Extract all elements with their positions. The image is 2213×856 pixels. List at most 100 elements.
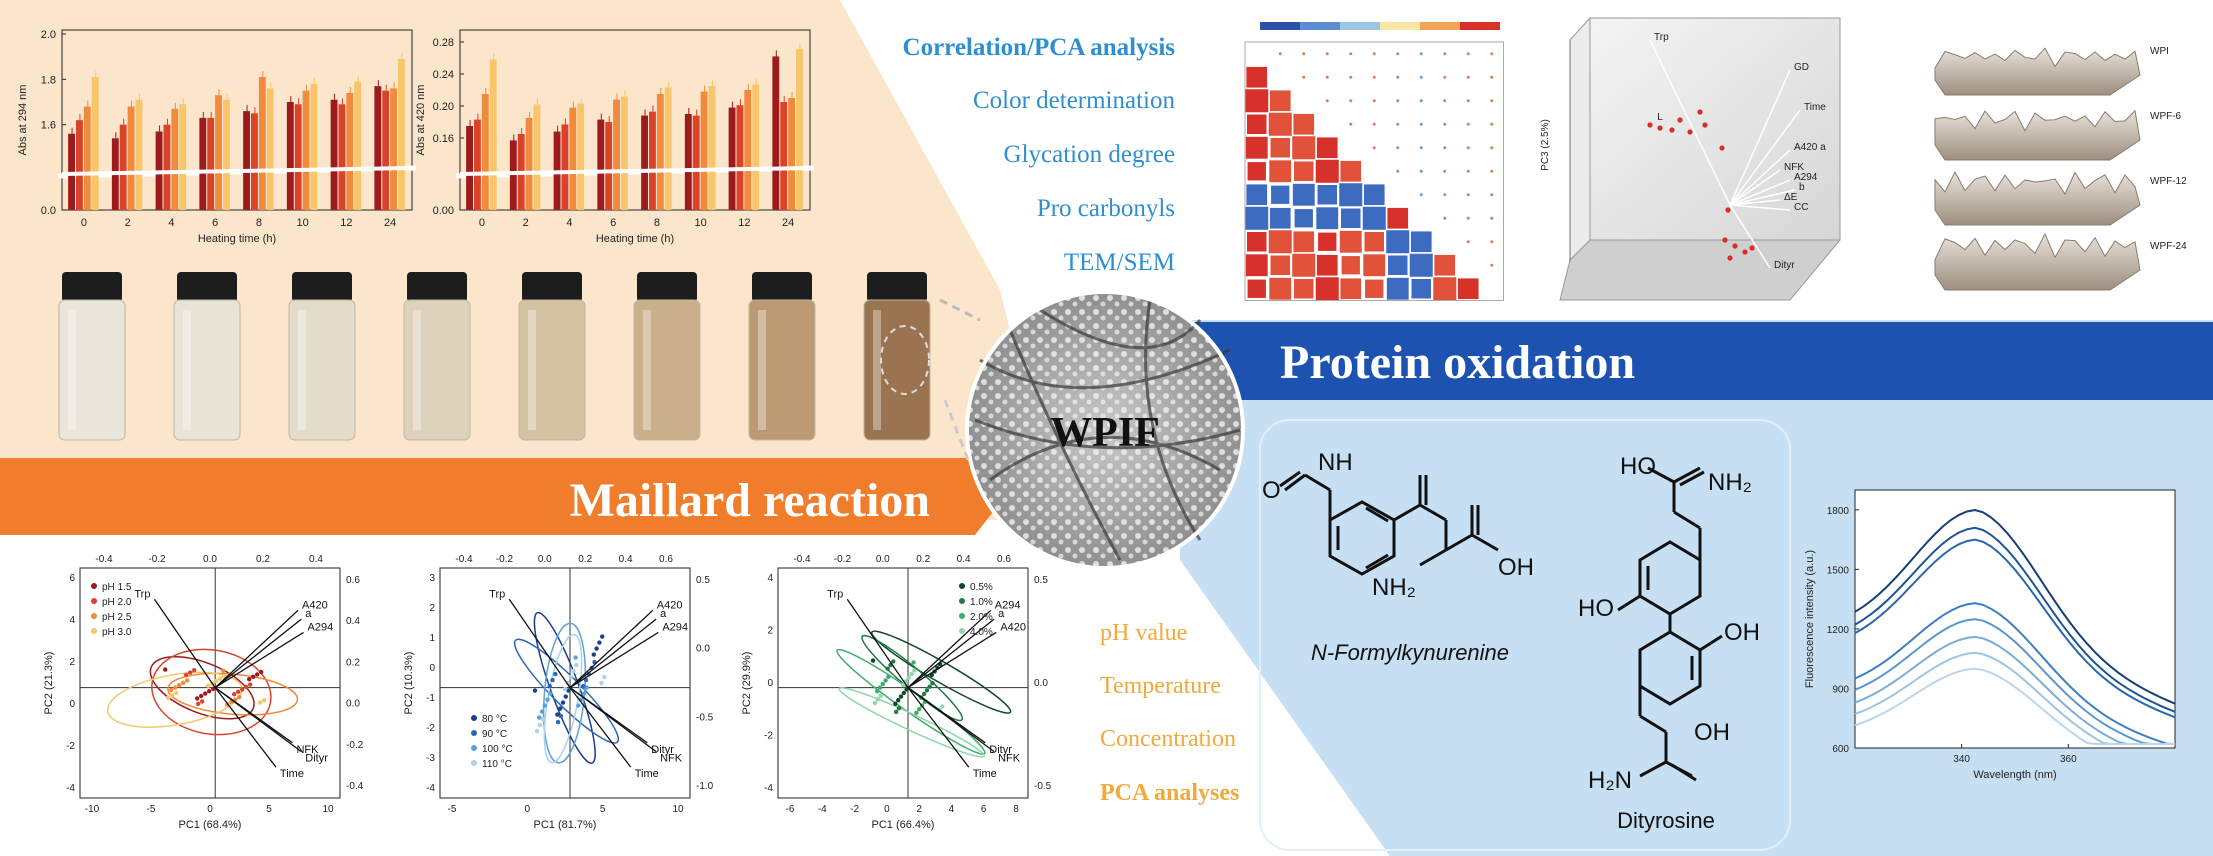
pca3d-vector [1649, 39, 1731, 206]
heatmap-cell [1270, 137, 1291, 158]
pca3d-point [1725, 207, 1731, 213]
colorbar-cell [1420, 22, 1440, 30]
bar-2-s1 [509, 140, 517, 210]
y-tick-label: -4 [426, 783, 435, 794]
top-tick-label: 0.6 [659, 554, 673, 565]
heatmap-value [1490, 240, 1494, 244]
bar-4-s4 [577, 103, 585, 210]
pca-point [199, 693, 204, 699]
y-tick-label: 4 [69, 615, 75, 626]
pca-point [583, 677, 589, 683]
colorbar-cell [1460, 22, 1480, 30]
heatmap-value [1490, 52, 1494, 56]
pca-point [558, 706, 563, 711]
fluo-series-8 [1854, 667, 2175, 745]
heatmap-value [1466, 240, 1470, 244]
top-tick-label: 0.0 [203, 554, 217, 565]
vial-zoom-ring [880, 325, 930, 395]
pca-vector [569, 631, 659, 689]
heatmap-value [1325, 75, 1329, 79]
legend-label: 110 °C [482, 759, 512, 770]
bar-8-s3 [258, 77, 266, 210]
bar-8-s1 [243, 111, 250, 210]
heatmap-value [1419, 99, 1423, 103]
y-tick-label: 0.0 [41, 205, 56, 217]
x-tick-label: -2 [850, 804, 859, 815]
y-tick-label: 900 [1832, 684, 1849, 695]
heatmap-cell [1269, 207, 1291, 229]
fluo-series-1 [1854, 508, 2176, 705]
surface-label: WPI [2150, 46, 2169, 57]
pca-point [893, 701, 898, 706]
vial-glare [528, 310, 536, 430]
maillard-banner [0, 458, 1010, 535]
x-tick-label: 2 [125, 217, 131, 229]
heatmap-cell [1293, 231, 1315, 253]
pca-point [539, 709, 545, 714]
molecule-dityrosine-name: Dityrosine [1617, 808, 1715, 833]
legend-label: pH 2.0 [102, 597, 132, 608]
heatmap-value [1396, 75, 1400, 79]
pca-point [542, 703, 547, 708]
heatmap-cell [1269, 90, 1291, 112]
molecule-dityrosine [1617, 466, 1723, 782]
method-color: Color determination [973, 87, 1176, 114]
y-axis-label: Fluorescence intensity (a.u.) [1804, 550, 1816, 688]
heatmap-value [1490, 216, 1494, 220]
legend-label: 4.0% [970, 627, 993, 638]
bar-12-s1 [728, 107, 736, 210]
heatmap-cell [1293, 278, 1314, 299]
heatmap-value [1466, 146, 1470, 150]
x-tick-label: 10 [297, 217, 309, 229]
pca-point [909, 671, 914, 677]
pca-vector [907, 687, 995, 753]
legend-swatch [91, 598, 97, 604]
legend-swatch [959, 613, 965, 619]
heatmap-cell [1293, 113, 1315, 135]
heatmap-cell [1340, 160, 1362, 182]
pca-vector-label: NFK [296, 744, 319, 756]
maillard-background [0, 0, 1010, 520]
pca3d-vector [1729, 179, 1791, 206]
heatmap-cell [1386, 230, 1410, 254]
pca-vector-label: Trp [489, 588, 505, 600]
pca-ellipse [151, 648, 272, 736]
heatmap-cell [1410, 231, 1432, 253]
pca-point [237, 695, 242, 700]
pca-point [597, 640, 602, 645]
bar-0-s2 [76, 120, 83, 210]
pca-vector [214, 631, 304, 689]
bar-12-s3 [744, 90, 752, 210]
vial-cap [637, 272, 697, 302]
vial-glare [643, 310, 651, 430]
y-tick-label: -2 [426, 723, 435, 734]
bar-4-s4 [179, 104, 187, 210]
variable-pca: PCA analyses [1100, 780, 1239, 806]
pca-point [872, 700, 878, 706]
bar-10-s1 [286, 102, 294, 210]
heatmap-value [1396, 99, 1400, 103]
x-axis-label: Heating time (h) [596, 233, 674, 245]
y-tick-label: 6 [69, 573, 75, 584]
pca-point [927, 684, 932, 689]
heatmap-value [1443, 216, 1447, 220]
pca-vector [569, 618, 657, 689]
right-tick-label: 0.5 [696, 575, 710, 586]
x-tick-label: 6 [981, 804, 987, 815]
top-tick-label: -0.4 [455, 554, 473, 565]
heatmap-cell [1339, 183, 1363, 207]
x-axis-label: Heating time (h) [198, 233, 276, 245]
pca-vector-label: Time [280, 768, 304, 780]
heatmap-cell [1247, 162, 1266, 181]
pca-point [940, 704, 945, 709]
pca-point [211, 686, 216, 691]
pca-point [875, 697, 881, 702]
right-tick-label: 0.2 [346, 657, 360, 668]
x-tick-label: 0 [81, 217, 87, 229]
heatmap-cell [1245, 206, 1269, 230]
y-tick-label: 0 [69, 699, 75, 710]
pca-point [911, 660, 916, 665]
pca3d-vector [1729, 109, 1801, 206]
x-tick-label: 4 [949, 804, 955, 815]
colorbar-cell [1300, 22, 1320, 30]
